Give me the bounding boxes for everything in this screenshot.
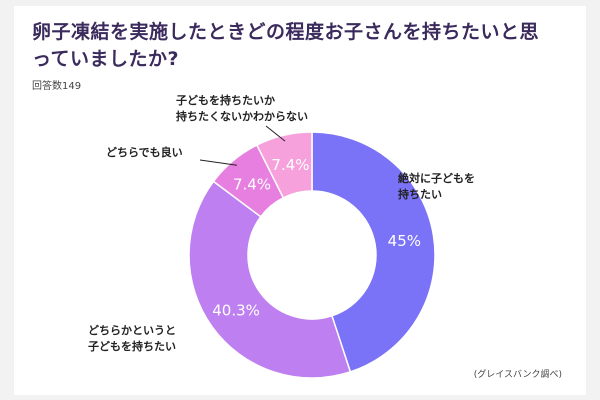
value-label-unsure: 7.4% bbox=[271, 156, 309, 174]
leader-line-unsure bbox=[265, 125, 286, 142]
category-label-definitely: 絶対に子どもを 持ちたい bbox=[398, 172, 475, 201]
category-label-unsure: 子どもを持ちたいか 持ちたくないかわからない bbox=[176, 94, 308, 123]
category-label-somewhat: どちらかというと 子どもを持ちたい bbox=[88, 324, 176, 353]
source-note: (グレイスバンク調べ) bbox=[473, 370, 562, 380]
category-label-either: どちらでも良い bbox=[106, 146, 183, 159]
value-label-either: 7.4% bbox=[233, 175, 271, 193]
slice-somewhat bbox=[188, 180, 352, 379]
chart-title: 卵子凍結を実施したときどの程度お子さんを持ちたいと思っていましたか? bbox=[32, 21, 540, 70]
value-label-definitely: 45% bbox=[388, 232, 421, 250]
response-count: 回答数149 bbox=[32, 81, 82, 92]
slice-unsure bbox=[255, 131, 313, 199]
leader-line-either bbox=[199, 159, 237, 166]
slice-definitely bbox=[311, 131, 436, 373]
value-label-somewhat: 40.3% bbox=[212, 302, 260, 320]
